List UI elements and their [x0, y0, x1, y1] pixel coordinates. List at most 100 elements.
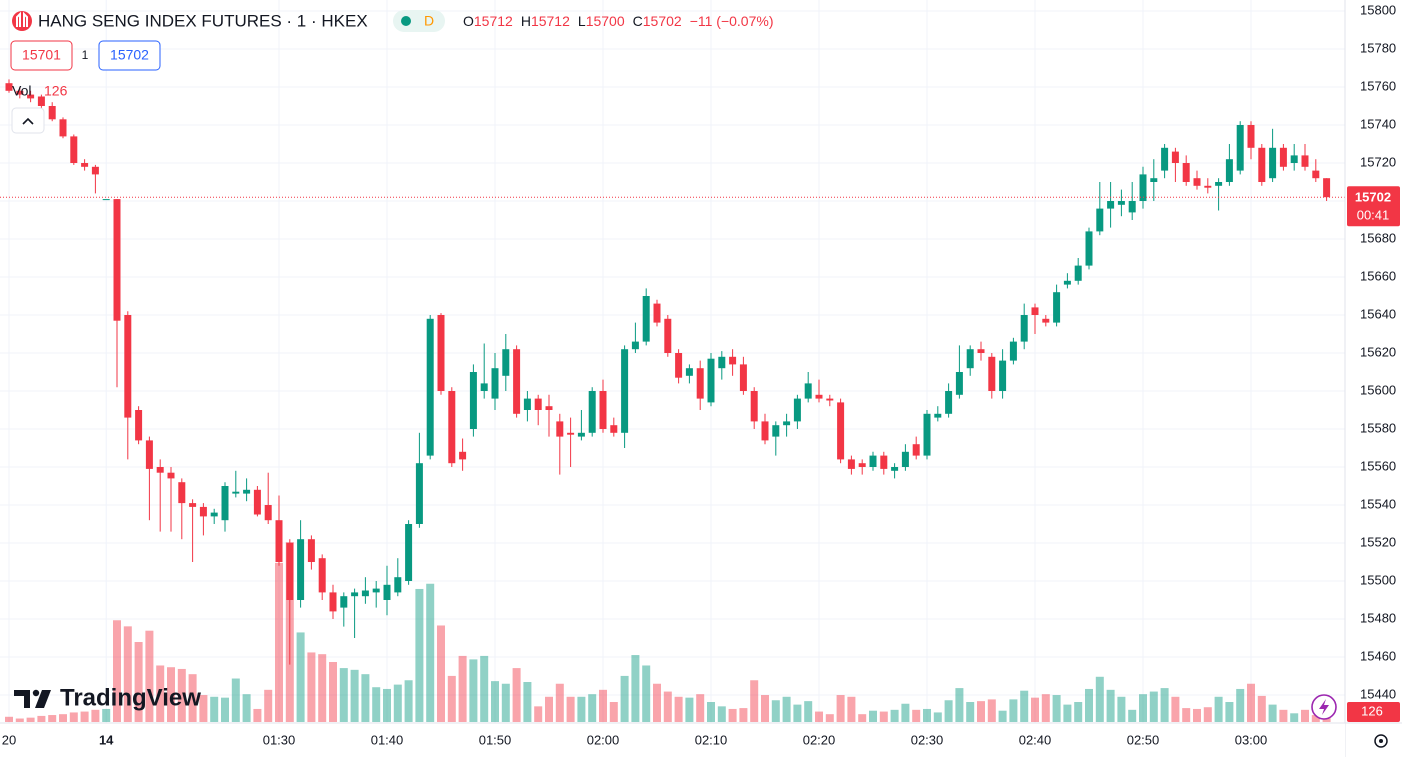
volume-bar [545, 696, 553, 722]
candle-body [156, 467, 164, 473]
collapse-button[interactable] [11, 107, 45, 134]
candle-body [1053, 292, 1061, 323]
candle-body [1161, 147, 1169, 171]
volume-bar [458, 655, 467, 722]
volume-bar [501, 683, 510, 722]
ohlc-value: 15712 [531, 13, 570, 29]
candle-body [1204, 185, 1212, 188]
volume-bar [1106, 689, 1115, 722]
volume-bar [1247, 683, 1255, 722]
candle-body [945, 391, 953, 414]
volume-bar [307, 652, 316, 722]
volume-bar [1203, 707, 1212, 722]
lightning-icon [1319, 699, 1329, 715]
ohlc-key: H [521, 13, 531, 29]
ohlc-change: −11 (−0.07%) [690, 13, 774, 29]
candle-body [1031, 307, 1039, 315]
volume-bar [1117, 696, 1126, 722]
candle-body [837, 402, 845, 460]
volume-bar [1279, 709, 1288, 722]
volume-bar [847, 696, 856, 722]
candle-body [1269, 147, 1277, 179]
candle-body [556, 421, 564, 437]
volume-bar [447, 675, 456, 722]
volume-bar [869, 710, 877, 722]
status-badge: D [424, 13, 434, 29]
candle-body [912, 444, 920, 456]
grid [0, 0, 1345, 723]
volume-bar [210, 696, 219, 722]
candle-body [286, 543, 294, 600]
settings-button[interactable] [1374, 734, 1388, 748]
candle-body [891, 467, 899, 471]
volume-bar [566, 696, 575, 722]
candle-body [232, 491, 240, 494]
x-tick-label: 01:50 [479, 732, 512, 747]
volume-bar [1149, 691, 1158, 722]
ohlc-key: O [463, 13, 474, 29]
candle-body [513, 349, 521, 414]
last-price-value: 15702 [1355, 190, 1391, 205]
brand-mark [32, 689, 40, 697]
candle-body [1301, 155, 1309, 167]
y-tick-label: 15500 [1360, 572, 1396, 587]
volume-bar [1182, 708, 1191, 722]
candle-body [307, 539, 315, 562]
sell-button[interactable] [10, 40, 73, 71]
candle-body [534, 398, 542, 410]
status-pill[interactable] [393, 10, 445, 32]
volume-bar [1214, 696, 1223, 722]
volume-bar [199, 695, 208, 722]
volume-bar [134, 642, 143, 722]
x-tick-label: 14 [99, 732, 114, 747]
candle-body [1215, 182, 1223, 186]
candle-body [610, 425, 618, 433]
volume-bar [393, 684, 402, 722]
x-tick-label: 03:00 [1235, 732, 1268, 747]
volume-bar [707, 702, 715, 722]
volume-bar [523, 682, 532, 722]
candle-body [426, 318, 434, 456]
candle-body [361, 590, 369, 597]
volume-bar [901, 703, 910, 722]
y-tick-label: 15740 [1360, 116, 1396, 131]
volume-bar [242, 694, 251, 722]
volume-bar [1290, 713, 1299, 722]
volume-bar [329, 662, 337, 722]
candle-body [70, 136, 78, 163]
volume-bar [253, 708, 262, 722]
brand-mark [14, 690, 30, 708]
volume-bar [1085, 688, 1093, 722]
candle-body [567, 432, 575, 435]
volume-bar [188, 674, 197, 722]
candle-body [988, 356, 996, 391]
buy-button[interactable] [98, 40, 161, 71]
volume-bar [339, 668, 348, 722]
volume-bar [599, 689, 607, 722]
volume-bar [1257, 695, 1266, 722]
volume-bar [491, 681, 499, 722]
volume-bar [1225, 702, 1234, 722]
candle-body [934, 413, 942, 418]
volume-bar [1041, 694, 1050, 722]
y-tick-label: 15680 [1360, 230, 1396, 245]
candle-body [1042, 318, 1050, 323]
candle-body [243, 489, 251, 494]
x-tick-label: 01:30 [263, 732, 296, 747]
y-tick-label: 15440 [1360, 686, 1396, 701]
candle-body [253, 489, 261, 515]
candle-body [523, 398, 531, 410]
candle-body [405, 524, 413, 581]
candle-body [923, 413, 931, 456]
candle-body [437, 315, 445, 391]
x-axis: 20 14 01:30 01:40 01:50 02:00 02:10 02:20 02:30 0… [2, 732, 1268, 747]
brand-name: TradingView [60, 684, 201, 711]
volume-bar [177, 668, 186, 722]
volume-bar [631, 655, 640, 722]
candle-body [102, 199, 110, 201]
x-tick-label: 02:10 [695, 732, 728, 747]
chart-title[interactable]: HANG SENG INDEX FUTURES · 1 · HKEX [38, 11, 368, 30]
candle-body [340, 596, 348, 608]
price-pane [5, 79, 1331, 665]
candle-body [729, 356, 737, 365]
